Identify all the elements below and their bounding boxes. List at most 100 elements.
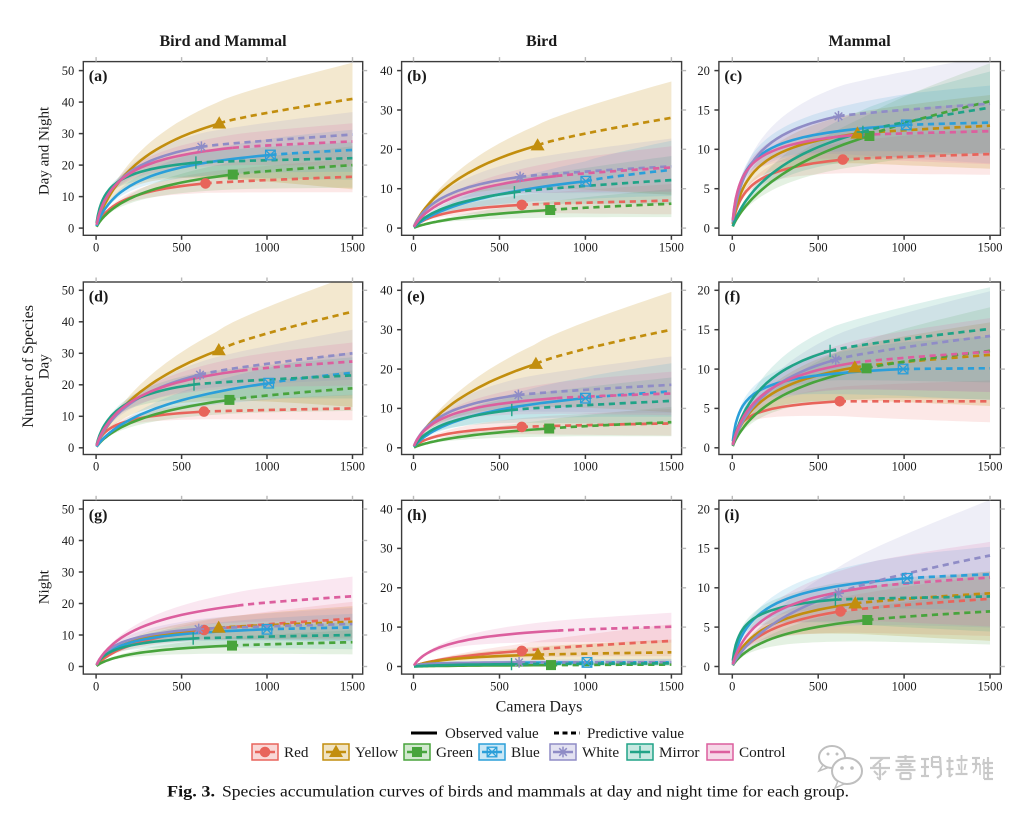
svg-text:0: 0: [93, 679, 99, 693]
svg-text:1000: 1000: [573, 679, 598, 693]
svg-text:0: 0: [68, 660, 74, 674]
svg-text:20: 20: [62, 597, 75, 611]
svg-text:0: 0: [386, 441, 392, 455]
svg-text:500: 500: [172, 460, 191, 474]
svg-text:Control: Control: [739, 744, 785, 761]
svg-text:500: 500: [490, 241, 509, 255]
svg-text:1500: 1500: [340, 460, 365, 474]
svg-text:500: 500: [490, 460, 509, 474]
svg-text:0: 0: [68, 221, 74, 235]
svg-text:30: 30: [380, 103, 393, 117]
svg-text:0: 0: [729, 460, 735, 474]
svg-text:40: 40: [380, 64, 393, 78]
svg-text:10: 10: [380, 402, 393, 416]
svg-text:Blue: Blue: [511, 744, 540, 761]
svg-text:(a): (a): [89, 68, 108, 85]
svg-text:Day and Night: Day and Night: [37, 106, 53, 195]
svg-text:20: 20: [380, 362, 393, 376]
svg-text:0: 0: [410, 679, 416, 693]
svg-text:1500: 1500: [659, 460, 684, 474]
svg-text:20: 20: [380, 581, 393, 595]
svg-text:(h): (h): [407, 507, 427, 524]
svg-text:Day: Day: [37, 354, 53, 379]
svg-text:Bird: Bird: [526, 33, 557, 50]
svg-text:40: 40: [62, 95, 75, 109]
svg-text:1000: 1000: [892, 679, 917, 693]
svg-text:30: 30: [380, 542, 393, 556]
svg-text:10: 10: [62, 628, 75, 642]
svg-text:0: 0: [410, 241, 416, 255]
svg-text:10: 10: [697, 143, 710, 157]
svg-text:20: 20: [62, 378, 75, 392]
svg-text:1000: 1000: [892, 460, 917, 474]
svg-text:0: 0: [704, 221, 710, 235]
svg-text:30: 30: [62, 127, 75, 141]
svg-text:1500: 1500: [340, 679, 365, 693]
svg-text:1000: 1000: [255, 679, 280, 693]
svg-text:1500: 1500: [659, 241, 684, 255]
svg-text:1000: 1000: [892, 241, 917, 255]
svg-text:1500: 1500: [978, 241, 1003, 255]
svg-text:10: 10: [697, 581, 710, 595]
svg-text:500: 500: [172, 241, 191, 255]
svg-text:0: 0: [68, 441, 74, 455]
svg-text:20: 20: [697, 284, 710, 298]
svg-text:Night: Night: [37, 569, 53, 604]
svg-text:(c): (c): [724, 68, 742, 85]
svg-text:5: 5: [704, 402, 710, 416]
svg-text:500: 500: [809, 679, 828, 693]
svg-text:500: 500: [490, 679, 509, 693]
svg-text:20: 20: [697, 502, 710, 516]
svg-text:(i): (i): [724, 507, 739, 524]
svg-text:10: 10: [62, 410, 75, 424]
svg-text:(b): (b): [407, 68, 427, 85]
svg-text:0: 0: [704, 441, 710, 455]
svg-text:0: 0: [729, 679, 735, 693]
svg-text:Number of Species: Number of Species: [20, 305, 37, 428]
svg-text:50: 50: [62, 284, 75, 298]
svg-text:20: 20: [697, 64, 710, 78]
svg-text:(e): (e): [407, 289, 425, 306]
svg-text:(d): (d): [89, 289, 109, 306]
svg-text:1000: 1000: [573, 460, 598, 474]
svg-text:0: 0: [704, 660, 710, 674]
svg-text:10: 10: [62, 190, 75, 204]
svg-text:10: 10: [380, 620, 393, 634]
svg-text:40: 40: [380, 284, 393, 298]
svg-text:0: 0: [93, 241, 99, 255]
svg-text:0: 0: [410, 460, 416, 474]
svg-text:1500: 1500: [659, 679, 684, 693]
svg-text:5: 5: [704, 182, 710, 196]
svg-text:1000: 1000: [255, 241, 280, 255]
svg-text:Green: Green: [436, 744, 474, 761]
svg-text:15: 15: [697, 103, 710, 117]
svg-text:(f): (f): [724, 289, 740, 306]
svg-text:1000: 1000: [255, 460, 280, 474]
svg-text:Species accumulation curves of: Species accumulation curves of birds and…: [222, 784, 849, 801]
svg-text:1500: 1500: [978, 679, 1003, 693]
svg-text:Mirror: Mirror: [659, 744, 700, 761]
svg-text:1000: 1000: [573, 241, 598, 255]
svg-text:Camera Days: Camera Days: [496, 699, 583, 716]
svg-text:10: 10: [380, 182, 393, 196]
svg-text:30: 30: [380, 323, 393, 337]
svg-text:50: 50: [62, 502, 75, 516]
svg-text:Yellow: Yellow: [355, 744, 398, 761]
svg-text:40: 40: [62, 315, 75, 329]
svg-text:50: 50: [62, 64, 75, 78]
svg-text:0: 0: [93, 460, 99, 474]
svg-text:30: 30: [62, 347, 75, 361]
svg-text:500: 500: [172, 679, 191, 693]
svg-text:0: 0: [386, 660, 392, 674]
svg-text:1500: 1500: [978, 460, 1003, 474]
svg-text:White: White: [582, 744, 619, 761]
svg-text:30: 30: [62, 565, 75, 579]
svg-text:15: 15: [697, 323, 710, 337]
svg-text:0: 0: [729, 241, 735, 255]
svg-text:Red: Red: [284, 744, 309, 761]
svg-text:40: 40: [380, 502, 393, 516]
svg-text:10: 10: [697, 362, 710, 376]
svg-text:Bird and Mammal: Bird and Mammal: [159, 33, 287, 50]
svg-text:1500: 1500: [340, 241, 365, 255]
svg-text:0: 0: [386, 221, 392, 235]
